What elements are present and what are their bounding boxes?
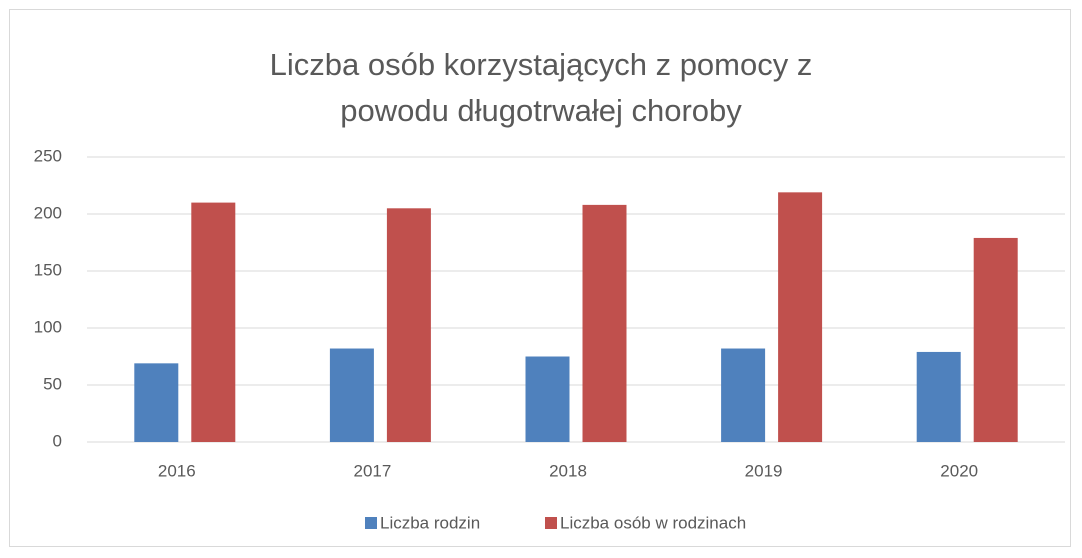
- x-tick-label: 2016: [158, 461, 196, 480]
- bar: [582, 204, 627, 442]
- bar: [329, 348, 374, 442]
- bar: [134, 363, 179, 442]
- y-tick-label: 150: [34, 260, 62, 279]
- x-tick-label: 2020: [940, 461, 978, 480]
- chart-border: [9, 9, 1071, 547]
- legend-swatch: [365, 517, 377, 529]
- x-tick-label: 2018: [549, 461, 587, 480]
- bar: [386, 208, 431, 442]
- bar: [916, 351, 961, 442]
- y-tick-label: 250: [34, 146, 62, 165]
- legend-label: Liczba osób w rodzinach: [560, 513, 746, 532]
- bar: [525, 356, 570, 442]
- y-tick-label: 100: [34, 317, 62, 336]
- bar: [778, 192, 823, 442]
- legend-swatch: [545, 517, 557, 529]
- y-tick-label: 50: [43, 374, 62, 393]
- y-tick-label: 0: [53, 431, 62, 450]
- chart-title: Liczba osób korzystających z pomocy z po…: [269, 47, 813, 128]
- bar: [721, 348, 766, 442]
- bar: [191, 202, 236, 442]
- bar: [973, 237, 1018, 442]
- x-tick-label: 2019: [745, 461, 783, 480]
- x-tick-label: 2017: [353, 461, 391, 480]
- y-tick-label: 200: [34, 203, 62, 222]
- legend-label: Liczba rodzin: [380, 513, 480, 532]
